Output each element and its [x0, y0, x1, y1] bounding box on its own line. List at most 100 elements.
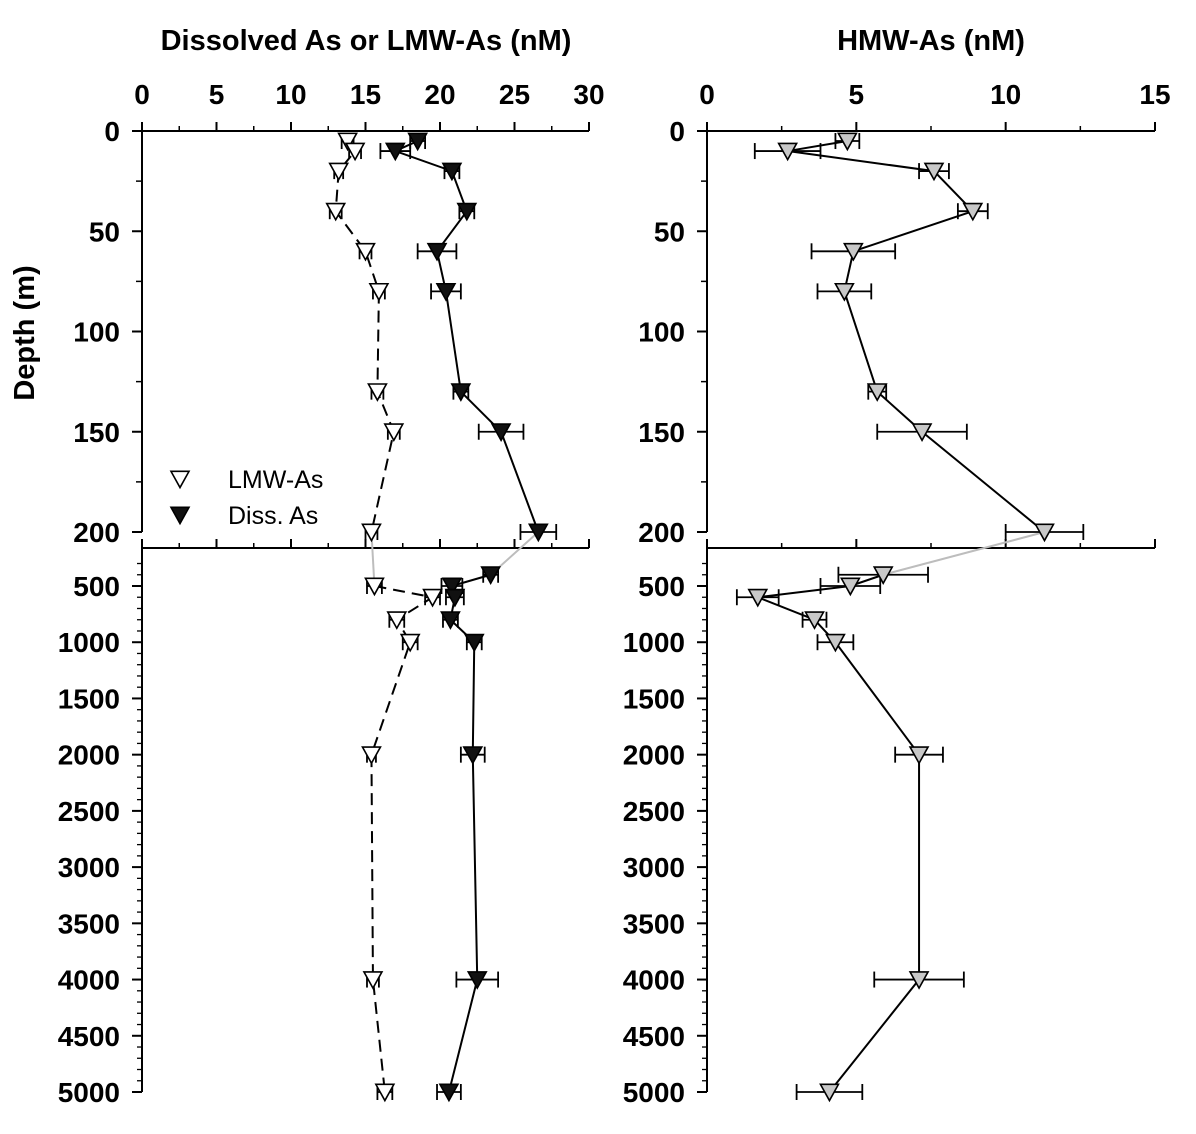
left-x-tick-label: 10: [275, 79, 306, 110]
data-point: [362, 971, 384, 990]
data-point: [908, 746, 930, 765]
left-x-tick-label: 0: [134, 79, 150, 110]
data-point: [962, 202, 984, 222]
right-y-tick-label: 5000: [623, 1077, 685, 1108]
data-point: [441, 162, 463, 182]
series-line-upper: [392, 140, 540, 533]
data-point: [923, 162, 945, 182]
data-point: [438, 1083, 460, 1103]
data-point: [328, 162, 350, 182]
data-point: [480, 566, 502, 585]
data-point: [911, 423, 933, 442]
right-y-tick-label: 1000: [623, 627, 685, 658]
right-y-tick-label: 500: [638, 571, 685, 602]
legend-marker-0: [169, 470, 191, 490]
right-x-tick-label: 0: [699, 79, 715, 110]
data-point: [1034, 523, 1055, 543]
right-y-tick-label: 2500: [623, 796, 685, 827]
left-y-tick-label: 0: [104, 116, 120, 147]
data-point: [462, 746, 484, 765]
data-point: [444, 588, 466, 608]
data-point: [355, 242, 376, 262]
data-point: [908, 971, 930, 990]
left-x-tick-label: 30: [573, 79, 604, 110]
data-point: [440, 611, 461, 630]
left-series-layer: [325, 132, 558, 1103]
data-point: [386, 611, 408, 630]
data-point: [337, 132, 358, 152]
right-x-tick-label: 5: [849, 79, 865, 110]
data-point: [399, 633, 421, 653]
left-y-tick-label: 3500: [58, 908, 120, 939]
data-point: [374, 1083, 396, 1103]
data-point: [840, 577, 861, 597]
left-x-tick-label: 25: [499, 79, 530, 110]
left-y-tick-label: 3000: [58, 852, 120, 883]
data-point: [527, 523, 549, 543]
data-point: [466, 971, 488, 990]
data-point: [450, 383, 472, 402]
data-point: [426, 242, 448, 262]
legend-label: LMW-As: [228, 466, 323, 494]
right-y-tick-label: 150: [638, 417, 685, 448]
data-point: [383, 423, 405, 442]
left-y-tick-label: 200: [73, 517, 120, 548]
series-line-lower: [757, 573, 921, 1093]
left-panel-dissolved-lmw-as: Dissolved As or LMW-As (nM) Depth (m) 0 5…: [9, 25, 605, 1108]
right-y-tick-label: 4500: [623, 1021, 685, 1052]
right-series-hmw-as: [735, 132, 1085, 1103]
right-y-tick-label: 100: [638, 317, 685, 348]
right-y-tick-label: 200: [638, 517, 685, 548]
left-y-tick-label: 50: [89, 216, 120, 247]
right-x-tick-label: 15: [1139, 79, 1170, 110]
left-x-tick-label: 20: [424, 79, 455, 110]
right-y-tick-label: 1500: [623, 683, 685, 714]
right-y-tick-label: 3500: [623, 908, 685, 939]
data-point: [825, 633, 846, 653]
data-point: [361, 746, 382, 765]
data-point: [837, 132, 858, 152]
right-y-tick-label: 4000: [623, 965, 685, 996]
left-y-tick-label: 2000: [58, 740, 120, 771]
left-y-tick-label: 500: [73, 571, 120, 602]
right-y-tick-label: 3000: [623, 852, 685, 883]
right-x-tick-label: 10: [990, 79, 1021, 110]
left-series-lmw-as: [325, 132, 443, 1103]
right-series-layer: [735, 132, 1085, 1103]
data-point: [747, 588, 769, 608]
left-y-tick-label: 4000: [58, 965, 120, 996]
series-line-lower: [447, 573, 491, 1093]
left-axes: 0 5 10 15 20 25 30 0 50 100 150 200 500 1000 1500 2000 2…: [58, 79, 605, 1108]
left-x-tick-label: 5: [209, 79, 225, 110]
data-point: [344, 142, 366, 162]
series-line-upper: [787, 140, 1046, 533]
data-point: [422, 588, 443, 608]
left-chart-title: Dissolved As or LMW-As (nM): [161, 25, 572, 57]
right-y-tick-label: 0: [669, 116, 685, 147]
data-point: [834, 282, 855, 302]
right-y-tick-label: 50: [654, 216, 685, 247]
series-line-lower: [370, 585, 436, 1093]
data-point: [441, 577, 463, 597]
data-point: [368, 282, 390, 302]
data-point: [325, 202, 347, 222]
legend-label: Diss. As: [228, 502, 318, 530]
left-y-tick-label: 1500: [58, 683, 120, 714]
series-break-connector: [882, 531, 1045, 576]
data-point: [407, 132, 429, 152]
left-y-tick-label: 100: [73, 317, 120, 348]
data-point: [804, 611, 825, 630]
data-point: [819, 1083, 840, 1103]
left-y-tick-label: 4500: [58, 1021, 120, 1052]
legend-marker-1: [169, 506, 191, 526]
data-point: [456, 202, 478, 222]
left-y-tick-label: 1000: [58, 627, 120, 658]
legend: LMW-As Diss. As: [169, 466, 323, 530]
left-x-tick-label: 15: [350, 79, 381, 110]
data-point: [364, 577, 385, 597]
series-line-upper: [334, 140, 395, 533]
data-point: [866, 383, 888, 402]
data-point: [777, 142, 798, 162]
left-series-diss-as: [379, 132, 558, 1103]
data-point: [361, 523, 382, 543]
